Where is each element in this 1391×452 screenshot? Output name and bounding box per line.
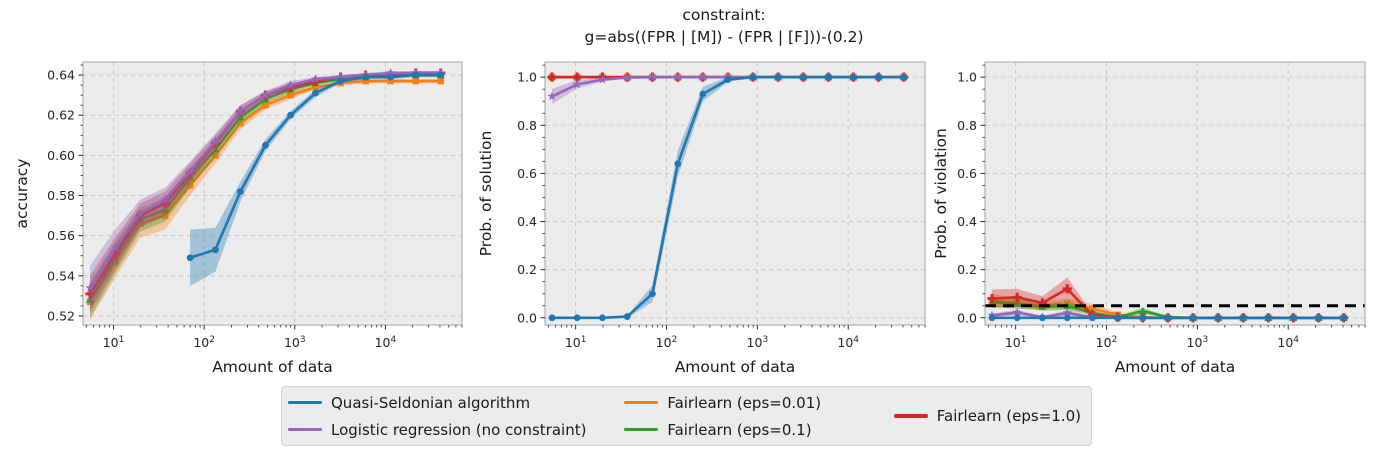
- prob-solution-chart: 101 102 103 104 0.0 0.2 0.4 0.6 0.8 1.0 Amount of …: [464, 50, 926, 380]
- legend-line-sample: [288, 427, 322, 432]
- legend-item-label: Quasi-Seldonian algorithm: [331, 393, 531, 412]
- x-tick-label: 101: [103, 335, 125, 350]
- y-tick-label: 0.8: [517, 118, 537, 133]
- legend: Quasi-Seldonian algorithm Logistic regres…: [281, 386, 1092, 446]
- y-tick-label: 0.54: [47, 268, 75, 283]
- series-quasi-seldonian-algorithm-markers: [548, 73, 908, 322]
- x-tick-label: 102: [193, 335, 215, 350]
- y-tick-label: 0.52: [47, 308, 75, 323]
- legend-column: Quasi-Seldonian algorithm Logistic regres…: [288, 389, 624, 443]
- legend-item-label: Fairlearn (eps=1.0): [936, 407, 1081, 425]
- legend-item: Fairlearn (eps=0.01): [624, 389, 893, 416]
- prob-solution-chart-svg: 101 102 103 104 0.0 0.2 0.4 0.6 0.8 1.0 Amount of …: [477, 61, 926, 376]
- accuracy-chart: 101 102 103 104 0.52 0.54 0.56 0.58 0.60 0.62 0.64…: [0, 50, 464, 380]
- y-tick-label: 0.6: [957, 166, 977, 181]
- y-axis-label: Prob. of violation: [932, 128, 950, 259]
- y-tick-label: 1.0: [517, 70, 537, 85]
- legend-line-sample: [288, 400, 322, 405]
- x-tick-label: 104: [1277, 335, 1299, 350]
- x-tick-label: 102: [1096, 335, 1118, 350]
- series-fairlearn-eps-1-0-band: [992, 277, 1344, 318]
- series-fairlearn-eps-0-1-band: [992, 296, 1344, 318]
- legend-item: Fairlearn (eps=1.0): [893, 403, 1081, 430]
- legend-column: Fairlearn (eps=0.01) Fairlearn (eps=0.1): [624, 389, 893, 443]
- y-tick-label: 0.4: [517, 214, 537, 229]
- x-axis-label: Amount of data: [212, 358, 333, 376]
- x-tick-label: 104: [375, 335, 397, 350]
- y-axis-label: accuracy: [13, 159, 31, 229]
- legend-item-label: Logistic regression (no constraint): [331, 420, 587, 439]
- series-quasi-seldonian-algorithm-band: [190, 73, 441, 286]
- y-tick-label: 0.8: [957, 118, 977, 133]
- y-tick-label: 0.62: [47, 108, 75, 123]
- legend-item-label: Fairlearn (eps=0.01): [667, 393, 822, 412]
- x-axis-label: Amount of data: [1115, 358, 1236, 376]
- figure-title: constraint: g=abs((FPR | [M]) - (FPR | […: [83, 4, 1365, 48]
- x-tick-label: 101: [1005, 335, 1027, 350]
- x-tick-label: 103: [1187, 335, 1209, 350]
- y-tick-label: 0.6: [517, 166, 537, 181]
- y-tick-label: 0.0: [957, 310, 977, 325]
- series-quasi-seldonian-algorithm-markers: [186, 71, 445, 262]
- series-logistic-regression-no-constraint-band: [552, 76, 904, 105]
- legend-item: Logistic regression (no constraint): [288, 416, 624, 443]
- y-axis-label: Prob. of solution: [477, 131, 495, 257]
- x-tick-label: 103: [284, 335, 306, 350]
- x-tick-label: 103: [747, 335, 769, 350]
- y-tick-label: 1.0: [957, 70, 977, 85]
- x-tick-label: 102: [656, 335, 678, 350]
- legend-item: Quasi-Seldonian algorithm: [288, 389, 624, 416]
- accuracy-chart-svg: 101 102 103 104 0.52 0.54 0.56 0.58 0.60 0.62 0.64…: [13, 61, 463, 376]
- legend-column: Fairlearn (eps=1.0): [893, 403, 1081, 430]
- y-tick-label: 0.64: [47, 68, 75, 83]
- legend-line-sample: [624, 400, 659, 405]
- series-quasi-seldonian-algorithm-markers: [988, 314, 1348, 322]
- x-tick-label: 104: [837, 335, 859, 350]
- legend-item-label: Fairlearn (eps=0.1): [667, 420, 812, 439]
- y-tick-label: 0.0: [517, 310, 537, 325]
- y-tick-label: 0.58: [47, 188, 75, 203]
- series-logistic-regression-no-constraint-band: [90, 71, 441, 310]
- title-line-2: g=abs((FPR | [M]) - (FPR | [F]))-(0.2): [584, 28, 864, 46]
- y-tick-label: 0.2: [517, 262, 537, 277]
- prob-violation-chart-svg: 101 102 103 104 0.0 0.2 0.4 0.6 0.8 1.0 Amount of …: [932, 61, 1366, 376]
- x-axis-label: Amount of data: [675, 358, 796, 376]
- legend-line-sample: [893, 414, 928, 418]
- prob-violation-chart: 101 102 103 104 0.0 0.2 0.4 0.6 0.8 1.0 Amount of …: [926, 50, 1391, 380]
- legend-item: Fairlearn (eps=0.1): [624, 416, 893, 443]
- title-line-1: constraint:: [682, 6, 766, 24]
- y-tick-label: 0.56: [47, 228, 75, 243]
- y-tick-label: 0.2: [957, 262, 977, 277]
- legend-line-sample: [624, 427, 659, 432]
- y-tick-label: 0.4: [957, 214, 977, 229]
- x-tick-label: 101: [565, 335, 587, 350]
- y-tick-label: 0.60: [47, 148, 75, 163]
